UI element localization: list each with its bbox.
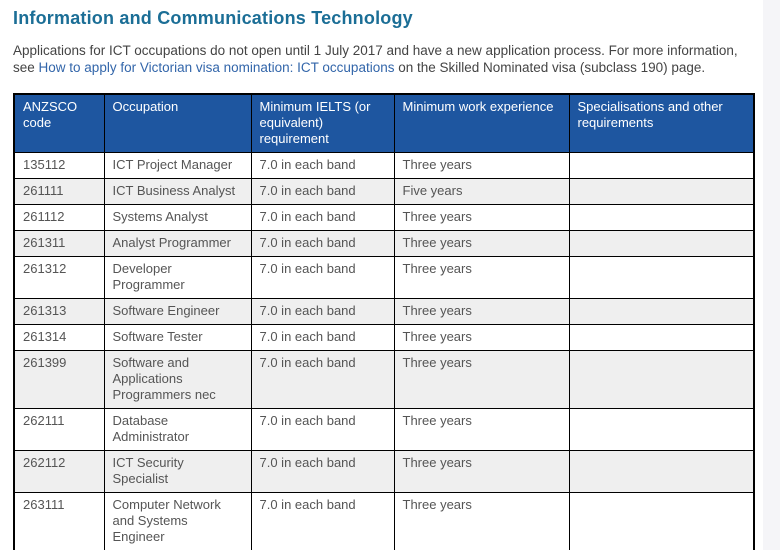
- cell-code: 261111: [13, 178, 105, 205]
- cell-occupation: Computer Network and Systems Engineer: [103, 492, 252, 550]
- table-row: 262112 ICT Security Specialist 7.0 in each…: [13, 450, 755, 493]
- cell-code: 263111: [13, 492, 105, 550]
- cell-code: 261313: [13, 298, 105, 325]
- cell-ielts: 7.0 in each band: [250, 178, 395, 205]
- cell-code: 135112: [13, 152, 105, 179]
- table-row: 261312 Developer Programmer 7.0 in each ba…: [13, 256, 755, 299]
- intro-paragraph: Applications for ICT occupations do not …: [13, 42, 755, 76]
- cell-experience: Three years: [393, 450, 570, 493]
- cell-occupation: Software Engineer: [103, 298, 252, 325]
- cell-ielts: 7.0 in each band: [250, 450, 395, 493]
- cell-occupation: Software and Applications Programmers ne…: [103, 350, 252, 409]
- cell-specialisations: [568, 178, 755, 205]
- cell-experience: Three years: [393, 256, 570, 299]
- cell-experience: Three years: [393, 492, 570, 550]
- cell-experience: Five years: [393, 178, 570, 205]
- cell-ielts: 7.0 in each band: [250, 256, 395, 299]
- table-row: 261112 Systems Analyst 7.0 in each band Thr…: [13, 204, 755, 231]
- col-header-occupation: Occupation: [103, 93, 252, 153]
- table-row: 263111 Computer Network and Systems Engin…: [13, 492, 755, 550]
- cell-code: 261312: [13, 256, 105, 299]
- cell-ielts: 7.0 in each band: [250, 350, 395, 409]
- cell-experience: Three years: [393, 204, 570, 231]
- cell-specialisations: [568, 350, 755, 409]
- cell-occupation: Systems Analyst: [103, 204, 252, 231]
- col-header-anzsco-code: ANZSCO code: [13, 93, 105, 153]
- cell-occupation: Developer Programmer: [103, 256, 252, 299]
- table-row: 262111 Database Administrator 7.0 in each …: [13, 408, 755, 451]
- table-header-row: ANZSCO code Occupation Minimum IELTS (or…: [13, 93, 755, 153]
- cell-experience: Three years: [393, 152, 570, 179]
- page-right-gutter: [763, 0, 780, 550]
- table-row: 261311 Analyst Programmer 7.0 in each band…: [13, 230, 755, 257]
- cell-occupation: Database Administrator: [103, 408, 252, 451]
- cell-occupation: ICT Project Manager: [103, 152, 252, 179]
- cell-specialisations: [568, 256, 755, 299]
- cell-experience: Three years: [393, 298, 570, 325]
- cell-ielts: 7.0 in each band: [250, 408, 395, 451]
- cell-ielts: 7.0 in each band: [250, 204, 395, 231]
- intro-text-after: on the Skilled Nominated visa (subclass …: [394, 60, 706, 75]
- cell-specialisations: [568, 492, 755, 550]
- table-row: 135112 ICT Project Manager 7.0 in each ban…: [13, 152, 755, 179]
- cell-ielts: 7.0 in each band: [250, 298, 395, 325]
- cell-specialisations: [568, 450, 755, 493]
- ict-occupations-table: ANZSCO code Occupation Minimum IELTS (or…: [13, 93, 755, 550]
- cell-experience: Three years: [393, 408, 570, 451]
- cell-code: 261399: [13, 350, 105, 409]
- cell-occupation: ICT Security Specialist: [103, 450, 252, 493]
- cell-experience: Three years: [393, 230, 570, 257]
- table-row: 261111 ICT Business Analyst 7.0 in each ba…: [13, 178, 755, 205]
- cell-code: 261112: [13, 204, 105, 231]
- cell-experience: Three years: [393, 324, 570, 351]
- cell-experience: Three years: [393, 350, 570, 409]
- cell-specialisations: [568, 408, 755, 451]
- cell-specialisations: [568, 298, 755, 325]
- cell-ielts: 7.0 in each band: [250, 324, 395, 351]
- table-row: 261313 Software Engineer 7.0 in each band T…: [13, 298, 755, 325]
- cell-specialisations: [568, 230, 755, 257]
- cell-specialisations: [568, 152, 755, 179]
- table-body: 135112 ICT Project Manager 7.0 in each ban…: [13, 152, 755, 550]
- ict-occupations-link[interactable]: How to apply for Victorian visa nominati…: [38, 60, 395, 75]
- cell-ielts: 7.0 in each band: [250, 492, 395, 550]
- intro-text-before: Applications for ICT occupations do not …: [13, 43, 738, 75]
- col-header-specialisations: Specialisations and other requirements: [568, 93, 755, 153]
- cell-code: 262111: [13, 408, 105, 451]
- cell-code: 262112: [13, 450, 105, 493]
- col-header-work-experience: Minimum work experience: [393, 93, 570, 153]
- cell-occupation: ICT Business Analyst: [103, 178, 252, 205]
- cell-code: 261314: [13, 324, 105, 351]
- cell-specialisations: [568, 204, 755, 231]
- cell-occupation: Analyst Programmer: [103, 230, 252, 257]
- col-header-ielts-requirement: Minimum IELTS (or equivalent) requiremen…: [250, 93, 395, 153]
- cell-ielts: 7.0 in each band: [250, 152, 395, 179]
- cell-occupation: Software Tester: [103, 324, 252, 351]
- table-row: 261399 Software and Applications Programm…: [13, 350, 755, 409]
- table-row: 261314 Software Tester 7.0 in each band Thr…: [13, 324, 755, 351]
- cell-code: 261311: [13, 230, 105, 257]
- cell-ielts: 7.0 in each band: [250, 230, 395, 257]
- page-title: Information and Communications Technolog…: [13, 8, 413, 28]
- cell-specialisations: [568, 324, 755, 351]
